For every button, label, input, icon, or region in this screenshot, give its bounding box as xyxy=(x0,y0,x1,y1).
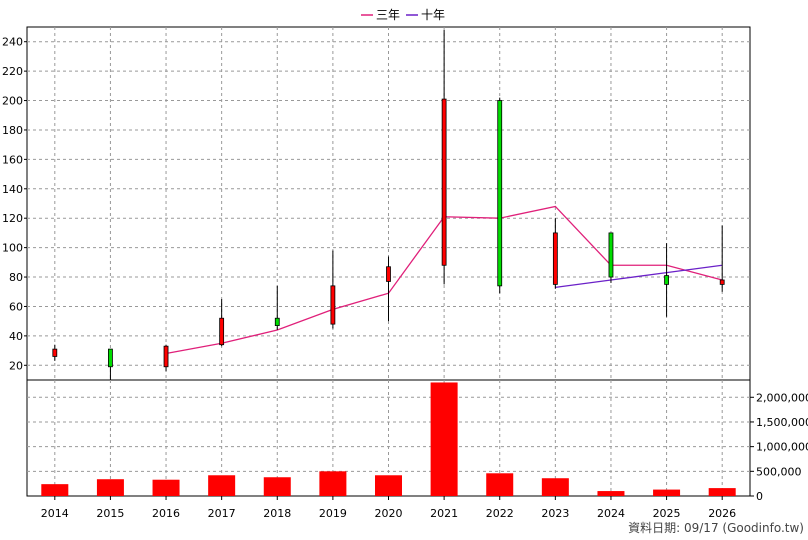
volume-tick-label-1000000: 1,000,000 xyxy=(756,441,808,454)
x-tick-label-2020: 2020 xyxy=(375,507,403,520)
volume-tick-label-0: 0 xyxy=(756,490,763,503)
series-line-10yr xyxy=(555,264,723,288)
volume-bar-2022 xyxy=(486,473,514,496)
candle-body-2014 xyxy=(52,348,58,357)
price-tick-label-100: 100 xyxy=(2,242,23,255)
volume-bar-2018 xyxy=(263,477,291,496)
candle-body-2020 xyxy=(386,266,391,282)
candle-body-2023 xyxy=(552,232,558,285)
candle-body-2022 xyxy=(497,100,503,287)
price-tick-label-160: 160 xyxy=(2,153,23,166)
x-tick-label-2024: 2024 xyxy=(597,507,625,520)
volume-y-axis: 0 500,000 1,000,000 1,500,000 2,000,000 xyxy=(750,391,808,503)
volume-bar-2017 xyxy=(208,475,236,496)
x-axis: 2014 2015 2016 2017 2018 2019 2020 2021 2022 2023… xyxy=(41,496,736,520)
x-tick-label-2019: 2019 xyxy=(319,507,347,520)
x-tick-label-2022: 2022 xyxy=(486,507,514,520)
volume-bar-2016 xyxy=(152,479,180,496)
volume-tick-label-1500000: 1,500,000 xyxy=(756,416,808,429)
candle-body-2015 xyxy=(108,348,113,368)
price-tick-label-140: 140 xyxy=(2,183,23,196)
price-tick-label-180: 180 xyxy=(2,124,23,137)
volume-bar-2025 xyxy=(653,489,681,496)
x-tick-label-2021: 2021 xyxy=(430,507,458,520)
volume-bar-2015 xyxy=(96,479,124,496)
volume-bar-2023 xyxy=(541,478,569,496)
price-tick-label-200: 200 xyxy=(2,95,23,108)
legend-label-3yr: 三年 xyxy=(376,8,400,22)
price-tick-label-120: 120 xyxy=(2,212,23,225)
x-tick-label-2026: 2026 xyxy=(708,507,736,520)
candle-body-2025 xyxy=(664,275,669,285)
legend: 三年 十年 xyxy=(361,8,445,22)
candle-body-2024 xyxy=(608,232,614,278)
candle-body-2021 xyxy=(441,98,447,266)
volume-bar-2019 xyxy=(319,471,347,496)
volume-gridlines xyxy=(27,380,750,496)
price-tick-label-40: 40 xyxy=(9,330,23,343)
volume-panel: 0 500,000 1,000,000 1,500,000 2,000,000 xyxy=(26,379,808,503)
candle-body-2019 xyxy=(330,285,336,325)
x-tick-label-2023: 2023 xyxy=(541,507,569,520)
x-tick-label-2025: 2025 xyxy=(653,507,681,520)
price-tick-label-60: 60 xyxy=(9,300,23,313)
volume-tick-label-2000000: 2,000,000 xyxy=(756,391,808,404)
x-tick-label-2014: 2014 xyxy=(41,507,69,520)
volume-bar-2024 xyxy=(597,491,625,496)
price-tick-label-20: 20 xyxy=(9,359,23,372)
price-panel: 20 40 60 80 100 120 140 160 180 200 220 240 xyxy=(2,26,751,381)
volume-bar-2014 xyxy=(41,484,69,496)
candlesticks xyxy=(52,29,725,380)
candle-body-2017 xyxy=(219,317,225,346)
price-tick-label-220: 220 xyxy=(2,65,23,78)
price-tick-label-240: 240 xyxy=(2,36,23,49)
legend-label-10yr: 十年 xyxy=(421,8,445,22)
volume-bar-2026 xyxy=(708,488,736,496)
x-tick-label-2017: 2017 xyxy=(208,507,236,520)
candle-body-2016 xyxy=(163,345,169,368)
data-date-footer: 資料日期: 09/17 (Goodinfo.tw) xyxy=(628,521,804,535)
x-tick-label-2018: 2018 xyxy=(263,507,291,520)
x-tick-label-2016: 2016 xyxy=(152,507,180,520)
price-tick-label-80: 80 xyxy=(9,271,23,284)
volume-bars xyxy=(41,382,736,496)
candle-body-2018 xyxy=(274,317,280,326)
candle-body-2026 xyxy=(719,279,725,285)
volume-bar-2020 xyxy=(375,475,402,496)
volume-tick-label-500000: 500,000 xyxy=(756,465,802,478)
volume-bar-2021 xyxy=(430,382,458,496)
price-y-axis: 20 40 60 80 100 120 140 160 180 200 220 240 xyxy=(2,36,27,372)
x-tick-label-2015: 2015 xyxy=(96,507,124,520)
